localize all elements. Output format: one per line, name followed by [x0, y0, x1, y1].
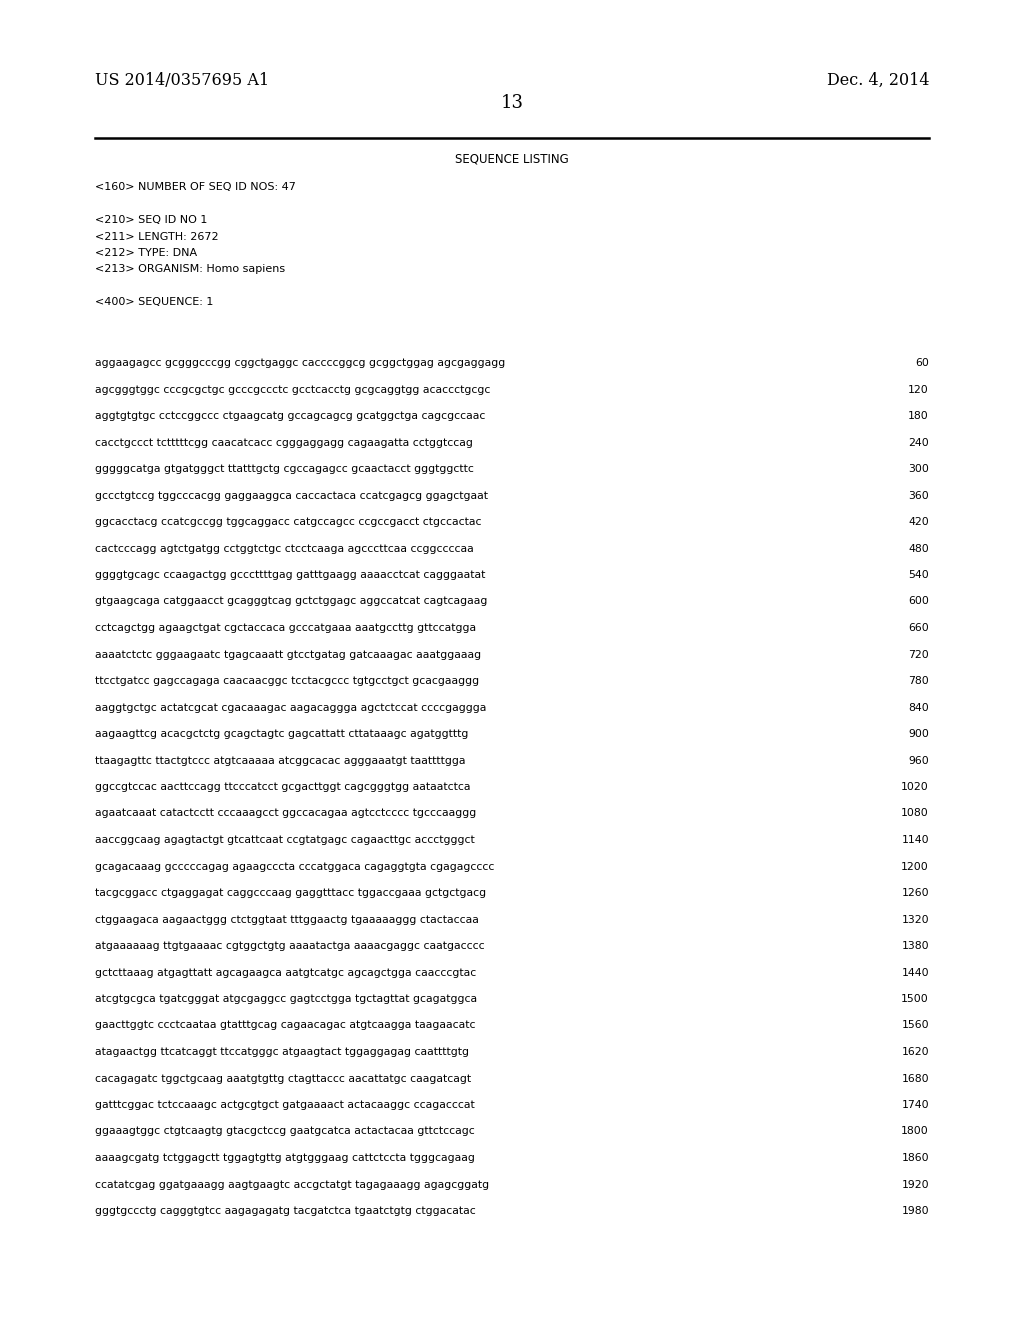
Text: ggccgtccac aacttccagg ttcccatcct gcgacttggt cagcgggtgg aataatctca: ggccgtccac aacttccagg ttcccatcct gcgactt…: [95, 781, 470, 792]
Text: <211> LENGTH: 2672: <211> LENGTH: 2672: [95, 231, 219, 242]
Text: tacgcggacc ctgaggagat caggcccaag gaggtttacc tggaccgaaa gctgctgacg: tacgcggacc ctgaggagat caggcccaag gaggttt…: [95, 888, 486, 898]
Text: aaaatctctc gggaagaatc tgagcaaatt gtcctgatag gatcaaagac aaatggaaag: aaaatctctc gggaagaatc tgagcaaatt gtcctga…: [95, 649, 481, 660]
Text: gggggcatga gtgatgggct ttatttgctg cgccagagcc gcaactacct gggtggcttc: gggggcatga gtgatgggct ttatttgctg cgccaga…: [95, 465, 474, 474]
Text: 660: 660: [908, 623, 929, 634]
Text: 120: 120: [908, 384, 929, 395]
Text: 1260: 1260: [901, 888, 929, 898]
Text: ctggaagaca aagaactggg ctctggtaat tttggaactg tgaaaaaggg ctactaccaa: ctggaagaca aagaactggg ctctggtaat tttggaa…: [95, 915, 479, 924]
Text: 13: 13: [501, 94, 523, 112]
Text: 900: 900: [908, 729, 929, 739]
Text: atcgtgcgca tgatcgggat atgcgaggcc gagtcctgga tgctagttat gcagatggca: atcgtgcgca tgatcgggat atgcgaggcc gagtcct…: [95, 994, 477, 1005]
Text: <213> ORGANISM: Homo sapiens: <213> ORGANISM: Homo sapiens: [95, 264, 285, 275]
Text: cctcagctgg agaagctgat cgctaccaca gcccatgaaa aaatgccttg gttccatgga: cctcagctgg agaagctgat cgctaccaca gcccatg…: [95, 623, 476, 634]
Text: 480: 480: [908, 544, 929, 553]
Text: 1560: 1560: [901, 1020, 929, 1031]
Text: 1680: 1680: [901, 1073, 929, 1084]
Text: 300: 300: [908, 465, 929, 474]
Text: 180: 180: [908, 411, 929, 421]
Text: 1200: 1200: [901, 862, 929, 871]
Text: 720: 720: [908, 649, 929, 660]
Text: 1380: 1380: [901, 941, 929, 950]
Text: atgaaaaaag ttgtgaaaac cgtggctgtg aaaatactga aaaacgaggc caatgacccc: atgaaaaaag ttgtgaaaac cgtggctgtg aaaatac…: [95, 941, 484, 950]
Text: gtgaagcaga catggaacct gcagggtcag gctctggagc aggccatcat cagtcagaag: gtgaagcaga catggaacct gcagggtcag gctctgg…: [95, 597, 487, 606]
Text: 960: 960: [908, 755, 929, 766]
Text: <160> NUMBER OF SEQ ID NOS: 47: <160> NUMBER OF SEQ ID NOS: 47: [95, 182, 296, 191]
Text: SEQUENCE LISTING: SEQUENCE LISTING: [455, 152, 569, 165]
Text: ggcacctacg ccatcgccgg tggcaggacc catgccagcc ccgccgacct ctgccactac: ggcacctacg ccatcgccgg tggcaggacc catgcca…: [95, 517, 481, 527]
Text: 1920: 1920: [901, 1180, 929, 1189]
Text: cacagagatc tggctgcaag aaatgtgttg ctagttaccc aacattatgc caagatcagt: cacagagatc tggctgcaag aaatgtgttg ctagtta…: [95, 1073, 471, 1084]
Text: cacctgccct tctttttcgg caacatcacc cgggaggagg cagaagatta cctggtccag: cacctgccct tctttttcgg caacatcacc cgggagg…: [95, 437, 473, 447]
Text: aggaagagcc gcgggcccgg cggctgaggc caccccggcg gcggctggag agcgaggagg: aggaagagcc gcgggcccgg cggctgaggc caccccg…: [95, 358, 505, 368]
Text: 1020: 1020: [901, 781, 929, 792]
Text: ttcctgatcc gagccagaga caacaacggc tcctacgccc tgtgcctgct gcacgaaggg: ttcctgatcc gagccagaga caacaacggc tcctacg…: [95, 676, 479, 686]
Text: Dec. 4, 2014: Dec. 4, 2014: [826, 73, 929, 88]
Text: 1860: 1860: [901, 1152, 929, 1163]
Text: 1980: 1980: [901, 1206, 929, 1216]
Text: 420: 420: [908, 517, 929, 527]
Text: ttaagagttc ttactgtccc atgtcaaaaa atcggcacac agggaaatgt taattttgga: ttaagagttc ttactgtccc atgtcaaaaa atcggca…: [95, 755, 466, 766]
Text: <212> TYPE: DNA: <212> TYPE: DNA: [95, 248, 198, 257]
Text: 360: 360: [908, 491, 929, 500]
Text: 600: 600: [908, 597, 929, 606]
Text: 240: 240: [908, 437, 929, 447]
Text: aaaagcgatg tctggagctt tggagtgttg atgtgggaag cattctccta tgggcagaag: aaaagcgatg tctggagctt tggagtgttg atgtggg…: [95, 1152, 475, 1163]
Text: 1140: 1140: [901, 836, 929, 845]
Text: gatttcggac tctccaaagc actgcgtgct gatgaaaact actacaaggc ccagacccat: gatttcggac tctccaaagc actgcgtgct gatgaaa…: [95, 1100, 475, 1110]
Text: 1800: 1800: [901, 1126, 929, 1137]
Text: <400> SEQUENCE: 1: <400> SEQUENCE: 1: [95, 297, 213, 308]
Text: aaccggcaag agagtactgt gtcattcaat ccgtatgagc cagaacttgc accctgggct: aaccggcaag agagtactgt gtcattcaat ccgtatg…: [95, 836, 475, 845]
Text: 1740: 1740: [901, 1100, 929, 1110]
Text: 780: 780: [908, 676, 929, 686]
Text: aagaagttcg acacgctctg gcagctagtc gagcattatt cttataaagc agatggtttg: aagaagttcg acacgctctg gcagctagtc gagcatt…: [95, 729, 468, 739]
Text: agaatcaaat catactcctt cccaaagcct ggccacagaa agtcctcccc tgcccaaggg: agaatcaaat catactcctt cccaaagcct ggccaca…: [95, 808, 476, 818]
Text: 1620: 1620: [901, 1047, 929, 1057]
Text: 840: 840: [908, 702, 929, 713]
Text: 540: 540: [908, 570, 929, 579]
Text: <210> SEQ ID NO 1: <210> SEQ ID NO 1: [95, 215, 208, 224]
Text: ggggtgcagc ccaagactgg gcccttttgag gatttgaagg aaaacctcat cagggaatat: ggggtgcagc ccaagactgg gcccttttgag gatttg…: [95, 570, 485, 579]
Text: gcagacaaag gcccccagag agaagcccta cccatggaca cagaggtgta cgagagcccc: gcagacaaag gcccccagag agaagcccta cccatgg…: [95, 862, 495, 871]
Text: cactcccagg agtctgatgg cctggtctgc ctcctcaaga agcccttcaa ccggccccaa: cactcccagg agtctgatgg cctggtctgc ctcctca…: [95, 544, 474, 553]
Text: 1320: 1320: [901, 915, 929, 924]
Text: 1080: 1080: [901, 808, 929, 818]
Text: aggtgtgtgc cctccggccc ctgaagcatg gccagcagcg gcatggctga cagcgccaac: aggtgtgtgc cctccggccc ctgaagcatg gccagca…: [95, 411, 485, 421]
Text: gctcttaaag atgagttatt agcagaagca aatgtcatgc agcagctgga caacccgtac: gctcttaaag atgagttatt agcagaagca aatgtca…: [95, 968, 476, 978]
Text: gggtgccctg cagggtgtcc aagagagatg tacgatctca tgaatctgtg ctggacatac: gggtgccctg cagggtgtcc aagagagatg tacgatc…: [95, 1206, 476, 1216]
Text: 1500: 1500: [901, 994, 929, 1005]
Text: aaggtgctgc actatcgcat cgacaaagac aagacaggga agctctccat ccccgaggga: aaggtgctgc actatcgcat cgacaaagac aagacag…: [95, 702, 486, 713]
Text: agcgggtggc cccgcgctgc gcccgccctc gcctcacctg gcgcaggtgg acaccctgcgc: agcgggtggc cccgcgctgc gcccgccctc gcctcac…: [95, 384, 490, 395]
Text: 1440: 1440: [901, 968, 929, 978]
Text: ggaaagtggc ctgtcaagtg gtacgctccg gaatgcatca actactacaa gttctccagc: ggaaagtggc ctgtcaagtg gtacgctccg gaatgca…: [95, 1126, 475, 1137]
Text: ccatatcgag ggatgaaagg aagtgaagtc accgctatgt tagagaaagg agagcggatg: ccatatcgag ggatgaaagg aagtgaagtc accgcta…: [95, 1180, 489, 1189]
Text: US 2014/0357695 A1: US 2014/0357695 A1: [95, 73, 269, 88]
Text: gaacttggtc ccctcaataa gtatttgcag cagaacagac atgtcaagga taagaacatc: gaacttggtc ccctcaataa gtatttgcag cagaaca…: [95, 1020, 475, 1031]
Text: gccctgtccg tggcccacgg gaggaaggca caccactaca ccatcgagcg ggagctgaat: gccctgtccg tggcccacgg gaggaaggca caccact…: [95, 491, 488, 500]
Text: 60: 60: [915, 358, 929, 368]
Text: atagaactgg ttcatcaggt ttccatgggc atgaagtact tggaggagag caattttgtg: atagaactgg ttcatcaggt ttccatgggc atgaagt…: [95, 1047, 469, 1057]
